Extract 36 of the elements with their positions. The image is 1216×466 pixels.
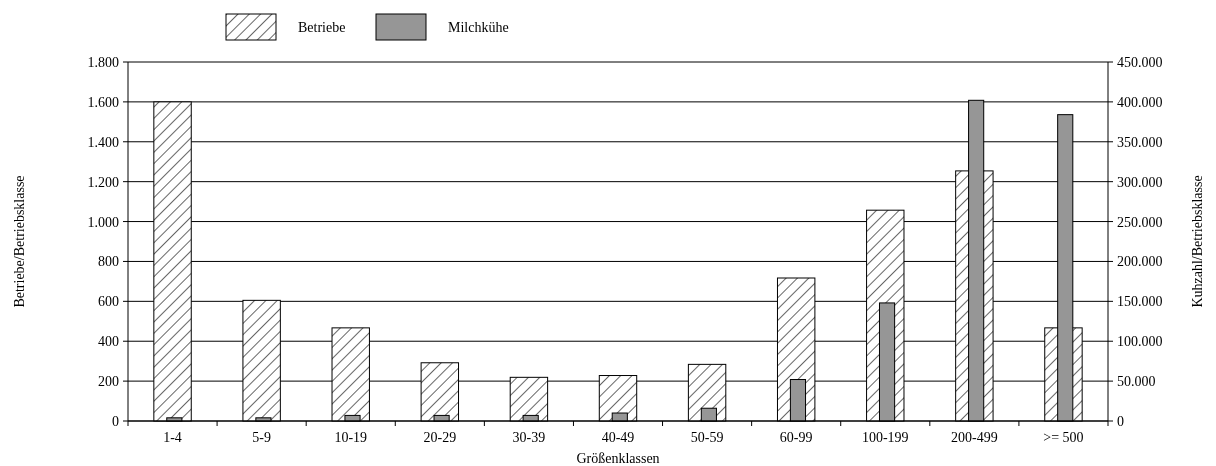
x-tick-label: >= 500 [1043, 430, 1084, 445]
x-tick-label: 1-4 [163, 430, 182, 445]
y-tick-label: 1.200 [87, 174, 119, 190]
y2-tick-label: 350.000 [1117, 134, 1163, 150]
y-tick-label: 1.800 [87, 55, 119, 70]
x-tick-label: 10-19 [334, 430, 368, 445]
y2-axis-title: Kuhzahl/Betriebsklasse [1190, 175, 1205, 308]
x-tick-label: 100-199 [861, 430, 909, 445]
x-axis-title: Größenklassen [576, 451, 660, 466]
y-tick-label: 200 [98, 374, 119, 390]
y2-tick-label: 250.000 [1117, 214, 1163, 230]
y-tick-label: 800 [98, 254, 119, 270]
y-tick-label: 1.000 [87, 214, 119, 230]
y-axis-title: Betriebe/Betriebsklasse [12, 175, 27, 308]
x-tick-label: 50-59 [690, 430, 724, 445]
y2-tick-label: 50.000 [1117, 374, 1156, 390]
legend-label: Milchkühe [448, 20, 509, 35]
x-tick-label: 40-49 [601, 430, 635, 445]
y2-tick-label: 0 [1117, 414, 1124, 429]
y2-tick-label: 450.000 [1117, 55, 1163, 70]
y-tick-label: 0 [112, 414, 119, 429]
x-tick-label: 20-29 [423, 430, 457, 445]
y2-tick-label: 300.000 [1117, 174, 1163, 190]
legend-label: Betriebe [298, 20, 346, 35]
y-tick-label: 600 [98, 294, 119, 310]
y-tick-label: 400 [98, 334, 119, 350]
y2-tick-label: 400.000 [1117, 94, 1163, 110]
x-tick-label: 5-9 [252, 430, 271, 445]
y2-tick-label: 150.000 [1117, 294, 1163, 310]
y2-tick-label: 200.000 [1117, 254, 1163, 270]
x-tick-label: 30-39 [512, 430, 546, 445]
y2-tick-label: 100.000 [1117, 334, 1163, 350]
y-tick-label: 1.600 [87, 94, 119, 110]
x-tick-label: 60-99 [779, 430, 813, 445]
y-tick-label: 1.400 [87, 134, 119, 150]
x-tick-label: 200-499 [951, 430, 998, 445]
